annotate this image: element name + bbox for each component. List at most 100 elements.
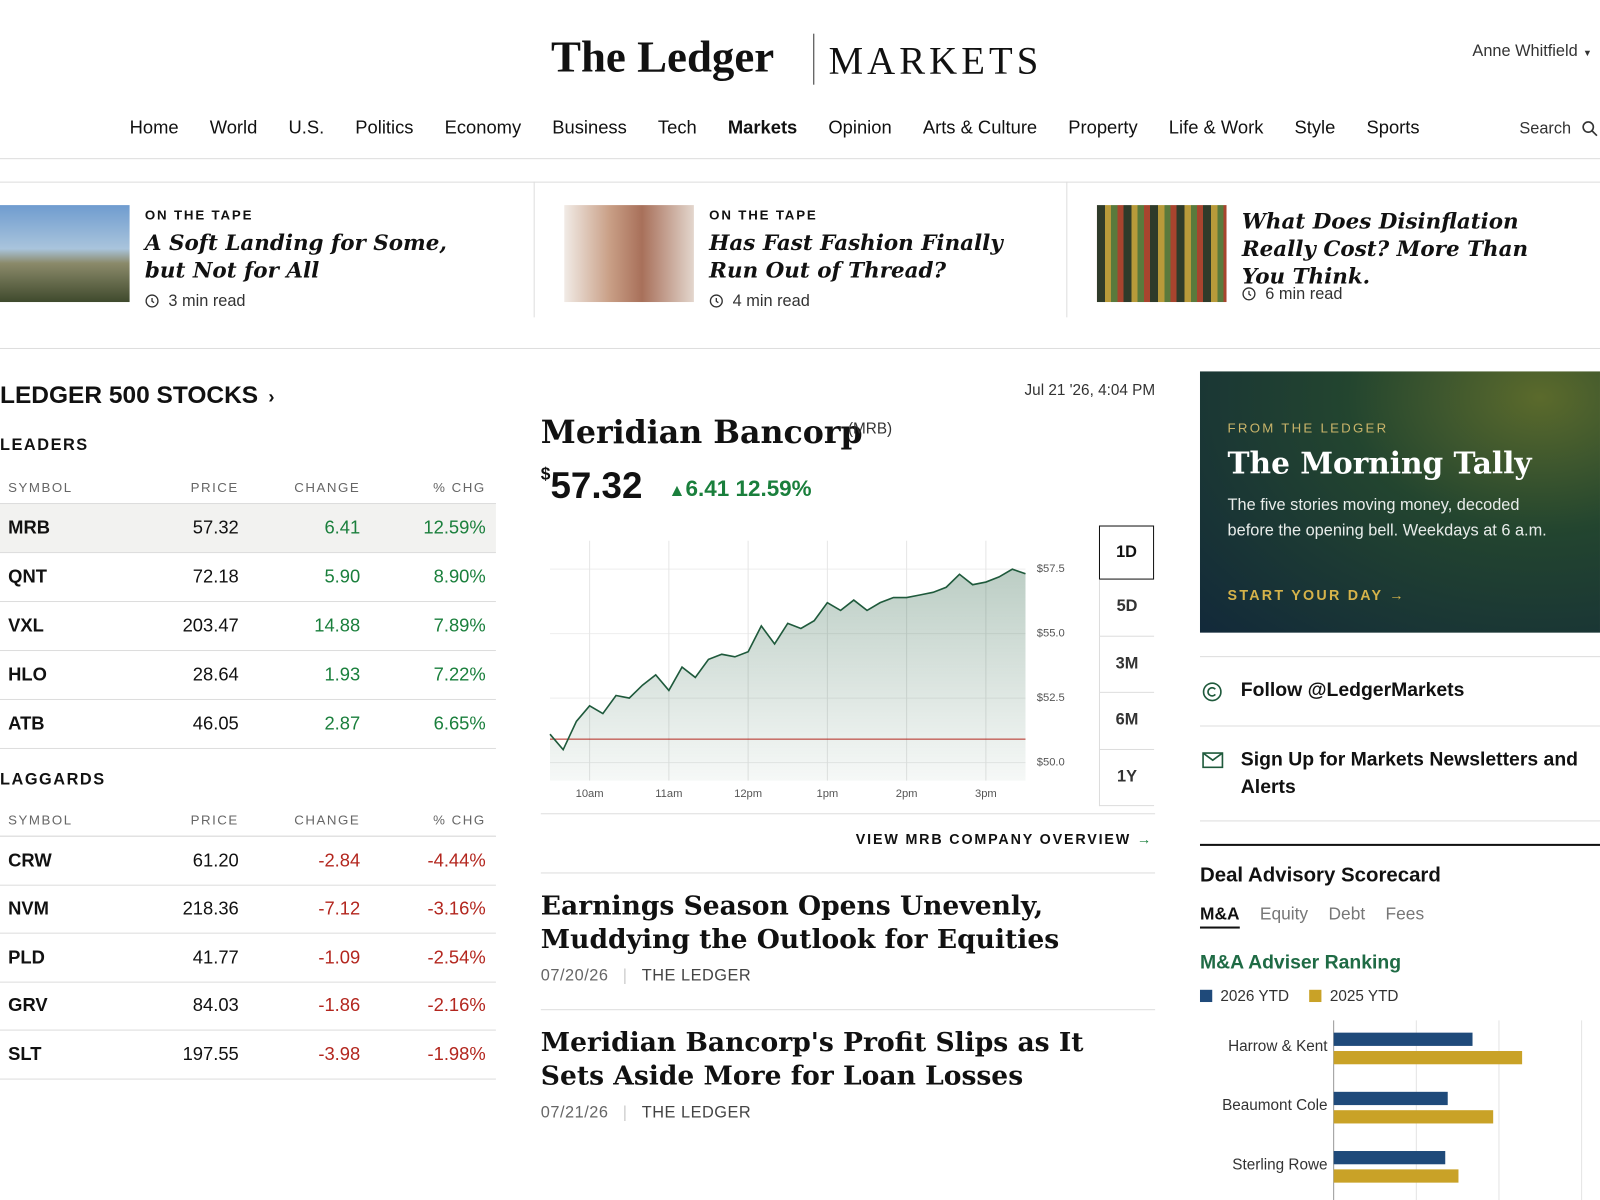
quote-timestamp: Jul 21 '26, 4:04 PM [1024, 381, 1156, 399]
promo-box[interactable] [1199, 371, 1600, 633]
y-tick-label: $50.0 [1037, 757, 1065, 769]
promo-cta[interactable]: START YOUR DAY → [1228, 587, 1406, 603]
brand[interactable]: The Ledger [551, 31, 775, 82]
stock-cell: GRV [8, 995, 48, 1016]
story-read-time: 4 min read [709, 293, 810, 311]
table-label: LEADERS [0, 436, 89, 455]
search-label[interactable]: Search [1519, 120, 1572, 138]
nav-item[interactable]: Sports [1366, 117, 1420, 138]
scorecard-tab[interactable]: Fees [1385, 904, 1425, 924]
stock-cell: 57.32 [192, 517, 239, 538]
change: 6.41 [685, 475, 730, 502]
stock-cell: -1.98% [427, 1043, 486, 1065]
stock-cell: 46.05 [192, 713, 239, 734]
clock-hands [1248, 290, 1252, 297]
nav-item[interactable]: U.S. [288, 117, 325, 138]
stock-row[interactable]: MRB 57.32 6.41 12.59% [0, 504, 496, 554]
column-header: SYMBOL [8, 479, 73, 495]
promo-title[interactable]: The Morning Tally [1227, 445, 1532, 481]
ticker: (MRB) [847, 420, 893, 438]
scorecard-tab[interactable]: Debt [1328, 904, 1366, 924]
nav-item[interactable]: Opinion [828, 117, 892, 138]
article-title[interactable]: Earnings Season Opens Unevenly, Muddying… [540, 890, 1060, 956]
stock-row[interactable]: HLO 28.64 1.93 7.22% [0, 651, 496, 700]
promo-kicker: FROM THE LEDGER [1227, 420, 1389, 436]
nav-item[interactable]: Style [1294, 117, 1336, 138]
caret-icon: ▼ [1582, 47, 1592, 59]
table-header: SYMBOL PRICE CHANGE % CHG [0, 471, 496, 505]
bar [1333, 1032, 1473, 1046]
stock-cell: NVM [8, 898, 49, 919]
user-menu[interactable]: Anne Whitfield ▼ [1472, 43, 1591, 61]
price-area [549, 569, 1026, 781]
stock-cell: 84.03 [192, 995, 239, 1016]
nav-item[interactable]: Home [129, 117, 179, 138]
promo-cta-text[interactable]: START YOUR DAY [1227, 586, 1384, 604]
category-label: Sterling Rowe [1232, 1156, 1327, 1173]
legend-item: 2026 YTD [1199, 988, 1289, 1005]
stock-cell: 12.59% [423, 517, 486, 538]
story-title[interactable]: What Does Disinflation Really Cost? More… [1241, 208, 1529, 289]
newsletter-link[interactable]: Sign Up for Markets Newsletters and Aler… [1240, 748, 1579, 798]
story-title[interactable]: A Soft Landing for Some, but Not for All [144, 229, 447, 283]
story-read-time: 3 min read [145, 293, 246, 311]
y-tick-label: $55.0 [1037, 628, 1065, 640]
story-image[interactable] [0, 205, 130, 303]
story-title[interactable]: Has Fast Fashion Finally Run Out of Thre… [709, 229, 1003, 283]
quote-price: $57.32 [541, 464, 643, 507]
nav-item[interactable]: Property [1068, 117, 1138, 138]
stock-row[interactable]: PLD 41.77 -1.09 -2.54% [0, 934, 496, 983]
nav-item[interactable]: World [209, 117, 258, 138]
legend-item: 2025 YTD [1309, 988, 1398, 1005]
stock-row[interactable]: SLT 197.55 -3.98 -1.98% [0, 1031, 496, 1080]
stock-cell: QNT [8, 566, 47, 587]
meta-divider: | [622, 967, 628, 985]
scorecard-tab[interactable]: M&A [1199, 904, 1240, 929]
nav-item[interactable]: Business [552, 117, 627, 138]
section-name: MARKETS [828, 39, 1043, 83]
stock-cell: 6.65% [433, 713, 486, 734]
scorecard-tab[interactable]: Equity [1259, 904, 1309, 924]
stock-row[interactable]: CRW 61.20 -2.84 -4.44% [0, 837, 496, 886]
range-button[interactable]: 5D [1098, 579, 1155, 637]
column-header: SYMBOL [8, 812, 73, 828]
range-button[interactable]: 1D [1098, 525, 1155, 580]
y-tick-label: $52.5 [1037, 692, 1065, 704]
stock-cell: 197.55 [182, 1043, 239, 1065]
article-title[interactable]: Meridian Bancorp's Profit Slips as It Se… [540, 1027, 1084, 1092]
chart-rule [540, 813, 1156, 815]
y-tick-label: $57.5 [1037, 563, 1065, 575]
stock-row[interactable]: VXL 203.47 14.88 7.89% [0, 602, 496, 652]
nav-item[interactable]: Life & Work [1168, 117, 1264, 138]
stock-row[interactable]: NVM 218.36 -7.12 -3.16% [0, 885, 496, 934]
nav-item[interactable]: Tech [657, 117, 697, 138]
stock-cell: -1.86 [318, 995, 361, 1016]
stocks-title-text[interactable]: LEDGER 500 STOCKS [0, 381, 259, 410]
story-image[interactable] [564, 205, 694, 303]
scorecard-rule [1199, 843, 1600, 846]
stock-row[interactable]: ATB 46.05 2.87 6.65% [0, 700, 496, 749]
range-button[interactable]: 1Y [1098, 749, 1155, 807]
stock-row[interactable]: QNT 72.18 5.90 8.90% [0, 553, 496, 603]
overview-link[interactable]: VIEW MRB COMPANY OVERVIEW → [856, 831, 1153, 847]
nav-item[interactable]: Markets [727, 117, 798, 138]
bar [1333, 1151, 1446, 1165]
stocks-title[interactable]: LEDGER 500 STOCKS › [0, 382, 274, 411]
range-button[interactable]: 3M [1098, 636, 1155, 693]
follow-link[interactable]: Follow @LedgerMarkets [1240, 679, 1465, 702]
search[interactable]: Search [1519, 120, 1598, 138]
user-name[interactable]: Anne Whitfield [1472, 42, 1578, 61]
story-image[interactable] [1096, 205, 1227, 303]
clock-icon [1242, 287, 1256, 301]
stock-cell: 41.77 [192, 946, 239, 968]
stock-cell: -4.44% [427, 849, 486, 871]
range-button[interactable]: 6M [1098, 692, 1155, 750]
nav-item[interactable]: Economy [444, 117, 522, 138]
sidebar-rule [1199, 656, 1600, 658]
overview-link-text[interactable]: VIEW MRB COMPANY OVERVIEW [855, 830, 1132, 847]
stock-cell: HLO [8, 664, 47, 685]
nav-item[interactable]: Politics [355, 117, 414, 138]
nav-item[interactable]: Arts & Culture [922, 117, 1038, 138]
stock-cell: 7.22% [433, 664, 486, 685]
stock-row[interactable]: GRV 84.03 -1.86 -2.16% [0, 982, 496, 1031]
